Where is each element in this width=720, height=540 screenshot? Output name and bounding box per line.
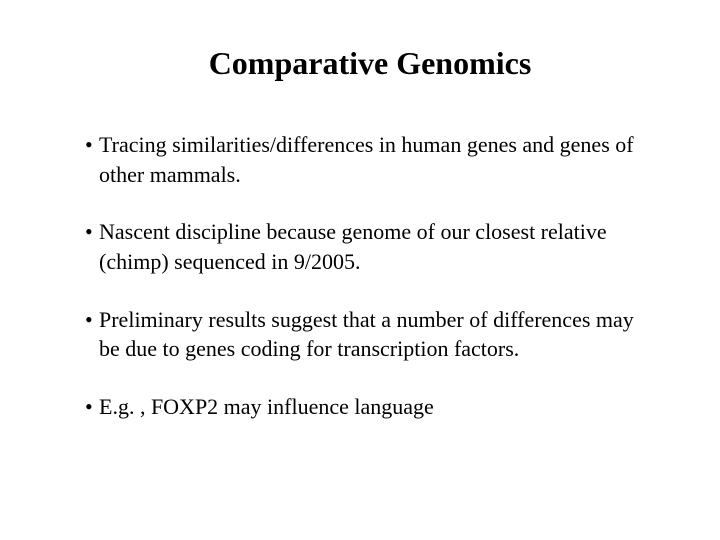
- bullet-list: Tracing similarities/differences in huma…: [85, 130, 635, 422]
- bullet-item: Tracing similarities/differences in huma…: [85, 130, 635, 189]
- slide-title: Comparative Genomics: [105, 45, 635, 82]
- bullet-item: Nascent discipline because genome of our…: [85, 217, 635, 276]
- bullet-item: E.g. , FOXP2 may influence language: [85, 392, 635, 422]
- bullet-item: Preliminary results suggest that a numbe…: [85, 305, 635, 364]
